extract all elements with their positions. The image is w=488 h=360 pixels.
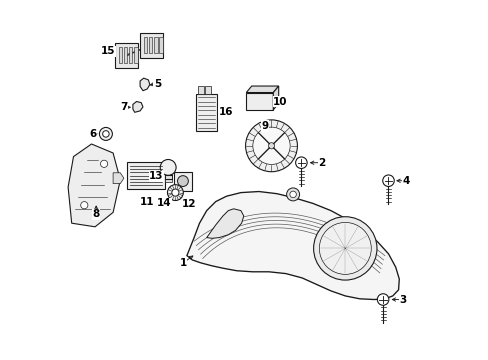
Bar	[196, 94, 216, 131]
Circle shape	[101, 160, 107, 167]
Bar	[246, 93, 273, 110]
Bar	[205, 86, 211, 94]
Polygon shape	[186, 192, 399, 300]
Polygon shape	[140, 78, 149, 91]
Text: 7: 7	[120, 102, 127, 112]
Circle shape	[319, 222, 370, 274]
Circle shape	[313, 217, 376, 280]
Circle shape	[382, 175, 393, 186]
Circle shape	[171, 189, 179, 196]
Text: 13: 13	[149, 171, 163, 181]
Text: 5: 5	[153, 78, 161, 89]
Bar	[159, 37, 163, 53]
Circle shape	[252, 127, 289, 165]
Bar	[140, 33, 163, 58]
Text: 6: 6	[89, 129, 97, 139]
Bar	[115, 43, 138, 68]
Bar	[123, 47, 127, 63]
Polygon shape	[68, 144, 120, 227]
Circle shape	[177, 176, 188, 186]
Bar	[128, 47, 132, 63]
Bar	[134, 47, 137, 63]
Circle shape	[160, 159, 176, 175]
Circle shape	[295, 157, 306, 168]
Text: 15: 15	[101, 46, 116, 56]
Circle shape	[286, 188, 299, 201]
Text: 8: 8	[92, 209, 100, 219]
Text: 16: 16	[218, 107, 233, 117]
Bar	[154, 37, 157, 53]
Circle shape	[102, 131, 109, 137]
Polygon shape	[246, 86, 278, 93]
Circle shape	[268, 143, 274, 149]
Bar	[165, 169, 171, 182]
Text: 1: 1	[179, 258, 186, 268]
Circle shape	[245, 120, 297, 172]
Circle shape	[289, 191, 296, 198]
Bar	[143, 37, 147, 53]
Text: 11: 11	[139, 197, 154, 207]
Polygon shape	[113, 173, 123, 184]
Text: 10: 10	[273, 96, 287, 107]
Text: 3: 3	[399, 294, 406, 305]
Polygon shape	[133, 102, 142, 112]
Bar	[198, 86, 203, 94]
Bar	[148, 37, 152, 53]
Circle shape	[81, 202, 88, 209]
Polygon shape	[206, 209, 244, 238]
Text: 2: 2	[318, 158, 325, 168]
Text: 14: 14	[157, 198, 172, 208]
Polygon shape	[273, 86, 278, 110]
Bar	[174, 172, 191, 191]
Text: 12: 12	[181, 199, 196, 210]
Bar	[118, 47, 122, 63]
Text: 9: 9	[261, 121, 268, 131]
Bar	[127, 162, 165, 189]
Circle shape	[377, 294, 388, 305]
Circle shape	[167, 185, 183, 201]
Text: 4: 4	[402, 176, 409, 186]
Circle shape	[99, 127, 112, 140]
